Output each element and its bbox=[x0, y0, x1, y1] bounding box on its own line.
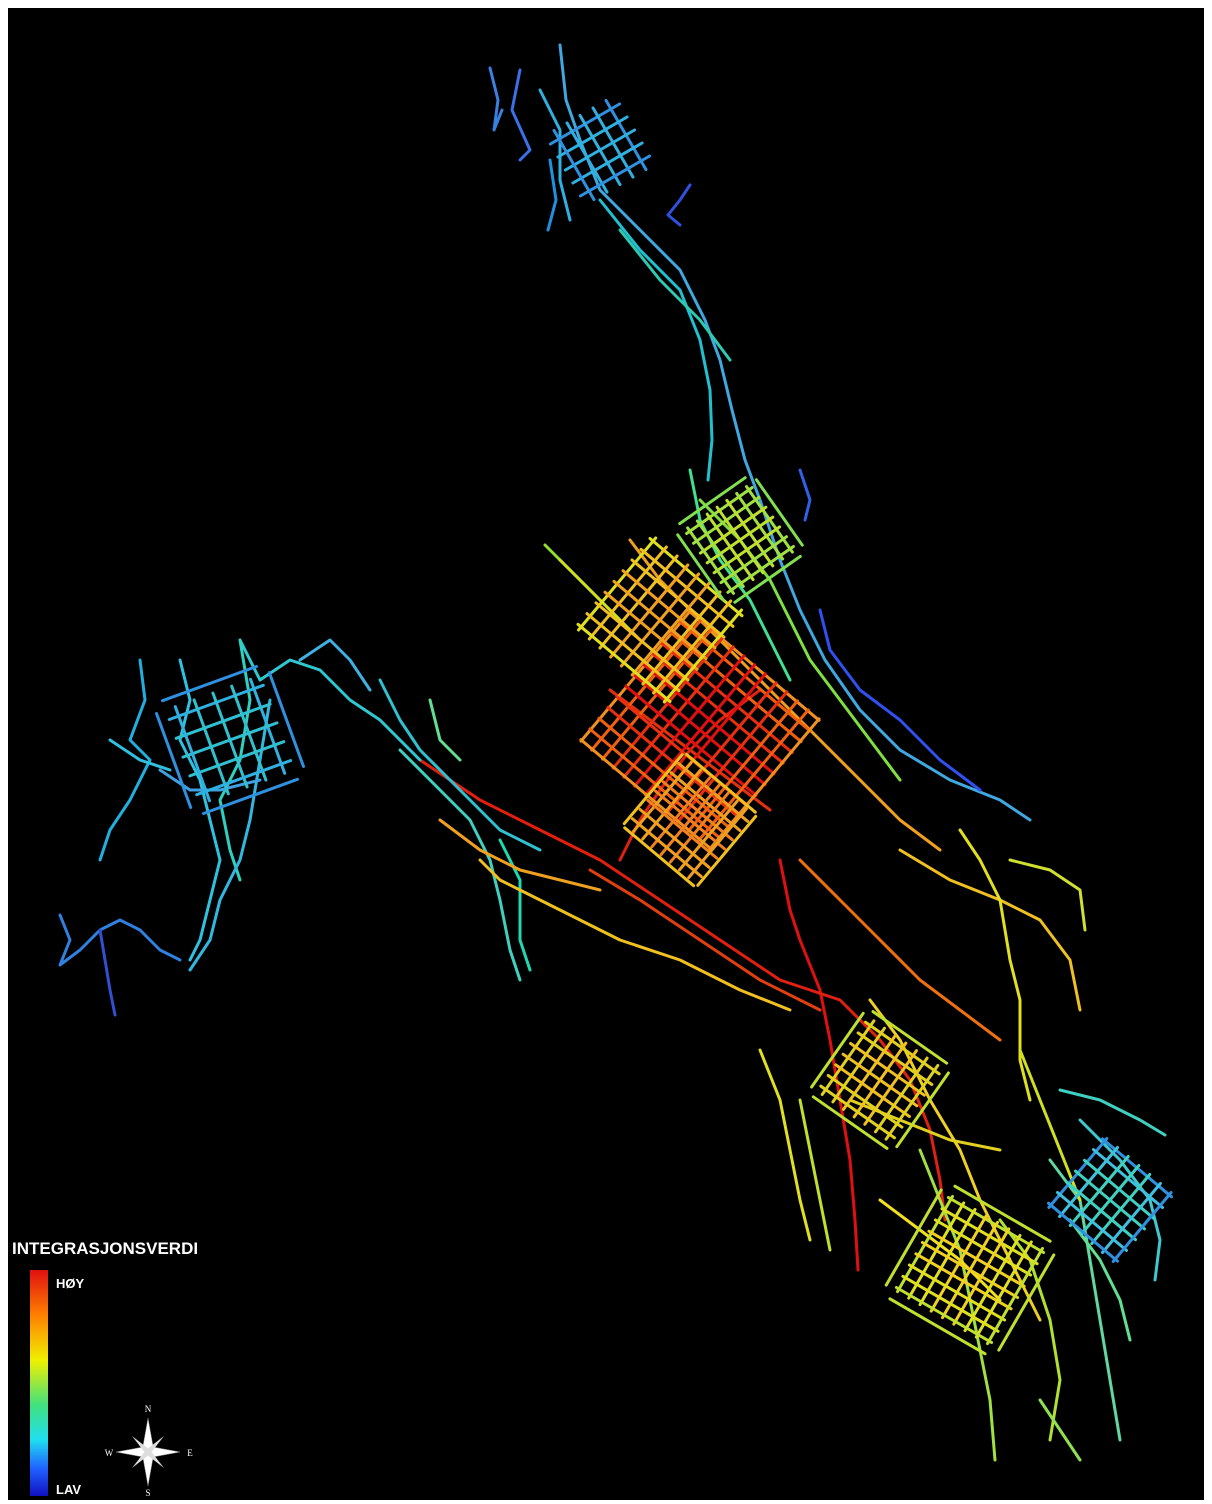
compass-east: E bbox=[187, 1448, 193, 1458]
legend-high: HØY bbox=[56, 1276, 85, 1291]
map: INTEGRASJONSVERDI HØY LAV N S E W bbox=[0, 0, 1212, 1504]
legend-low: LAV bbox=[56, 1482, 81, 1497]
compass-south: S bbox=[145, 1488, 150, 1498]
compass-west: W bbox=[105, 1448, 114, 1458]
legend-title: INTEGRASJONSVERDI bbox=[12, 1239, 198, 1258]
page: INTEGRASJONSVERDI HØY LAV N S E W (() =>… bbox=[0, 0, 1212, 1504]
compass-north: N bbox=[145, 1404, 152, 1414]
legend-ramp bbox=[30, 1270, 48, 1496]
